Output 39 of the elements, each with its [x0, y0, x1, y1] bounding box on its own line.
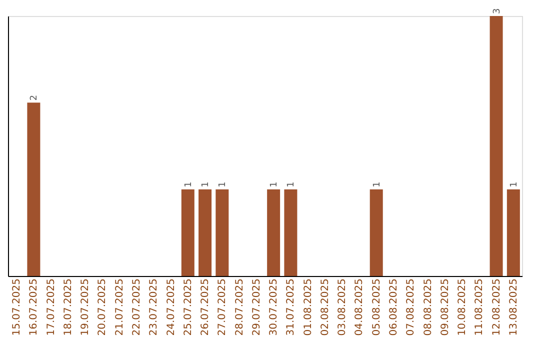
data-label: 1 — [218, 182, 228, 188]
x-tick-label: 20.07.2025 — [97, 278, 108, 336]
x-tick-label: 25.07.2025 — [182, 278, 194, 336]
x-tick-label: 07.08.2025 — [406, 278, 417, 336]
x-tick-label: 06.08.2025 — [388, 278, 400, 336]
x-tick-label: 13.08.2025 — [508, 278, 520, 336]
data-label: 1 — [270, 182, 280, 188]
x-tick-label: 04.08.2025 — [354, 278, 366, 336]
data-label: 2 — [30, 94, 40, 101]
x-tick-label: 15.07.2025 — [12, 278, 23, 336]
x-tick-label: 22.07.2025 — [132, 278, 142, 336]
x-tick-label: 19.07.2025 — [80, 278, 92, 336]
x-tick-label: 05.08.2025 — [371, 278, 382, 336]
x-tick-label: 24.07.2025 — [166, 278, 177, 336]
data-label: 1 — [509, 182, 520, 188]
x-tick-label: 18.07.2025 — [62, 278, 74, 336]
x-tick-label: 09.08.2025 — [440, 278, 451, 336]
x-tick-label: 27.07.2025 — [217, 278, 228, 336]
x-tick-label: 23.07.2025 — [148, 278, 160, 336]
x-tick-label: 28.07.2025 — [234, 278, 246, 336]
data-label: 1 — [184, 182, 194, 188]
x-tick-label: 02.08.2025 — [320, 278, 331, 336]
x-tick-label: 16.07.2025 — [28, 278, 40, 336]
data-label: 3 — [492, 8, 502, 14]
x-tick-label: 12.08.2025 — [491, 278, 502, 336]
x-tick-label: 21.07.2025 — [114, 278, 126, 336]
x-tick-label: 31.07.2025 — [286, 278, 297, 336]
x-tick-label: 30.07.2025 — [268, 278, 280, 336]
x-tick-label: 03.08.2025 — [337, 278, 348, 336]
x-tick-label: 01.08.2025 — [302, 278, 314, 336]
x-tick-label: 08.08.2025 — [422, 278, 434, 336]
data-label: 1 — [372, 182, 382, 188]
x-tick-label: 11.08.2025 — [474, 278, 486, 336]
data-label: 1 — [201, 182, 212, 188]
x-tick-label: 26.07.2025 — [200, 278, 212, 336]
x-tick-label: 29.07.2025 — [251, 278, 262, 336]
data-label: 1 — [286, 182, 297, 188]
x-tick-label: 10.08.2025 — [457, 278, 468, 336]
x-tick-label: 17.07.2025 — [46, 278, 57, 336]
